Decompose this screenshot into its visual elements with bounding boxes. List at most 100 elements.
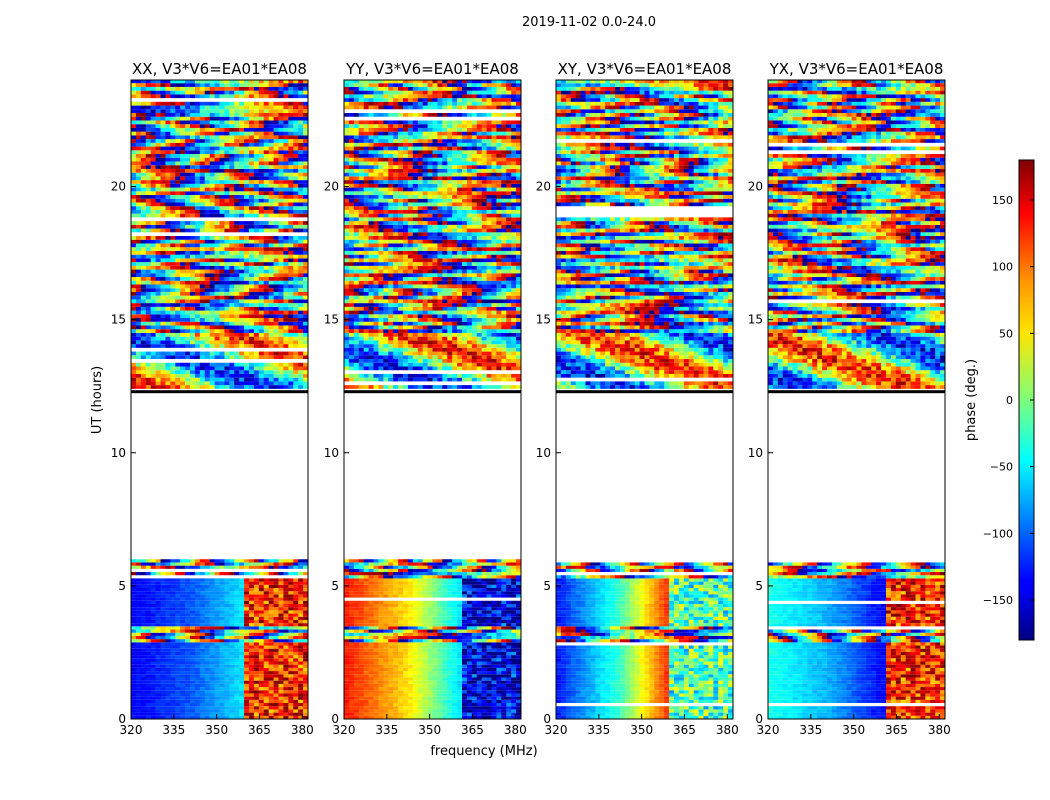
- heat-cell: [150, 559, 156, 563]
- heat-cell: [298, 703, 304, 707]
- heat-cell: [224, 562, 230, 566]
- heat-cell: [190, 113, 196, 117]
- heat-cell: [249, 572, 255, 576]
- heat-cell: [288, 651, 294, 656]
- heat-cell: [253, 674, 260, 678]
- heat-cell: [160, 677, 166, 681]
- heat-cell: [185, 176, 191, 181]
- heat-cell: [140, 262, 147, 266]
- heat-cell: [190, 306, 196, 311]
- heat-cell: [268, 135, 274, 140]
- heat-cell: [185, 83, 191, 87]
- heat-cell: [452, 351, 458, 356]
- heat-cell: [155, 340, 161, 345]
- heat-cell: [283, 706, 289, 710]
- heat-cell: [219, 131, 225, 136]
- heat-cell: [131, 277, 137, 281]
- heat-cell: [219, 699, 225, 704]
- heat-cell: [511, 355, 517, 360]
- heat-cell: [150, 616, 156, 620]
- heat-cell: [244, 198, 250, 203]
- heat-cell: [155, 366, 161, 371]
- heat-cell: [145, 683, 151, 688]
- heat-cell: [185, 146, 191, 151]
- heat-cell: [224, 559, 230, 563]
- heat-cell: [417, 362, 423, 367]
- heat-cell: [214, 709, 220, 713]
- heat-cell: [288, 603, 294, 608]
- heat-cell: [303, 373, 309, 378]
- heat-cell: [165, 124, 171, 128]
- heat-cell: [175, 607, 181, 611]
- heat-cell: [185, 321, 191, 326]
- heat-cell: [209, 224, 215, 229]
- heat-cell: [298, 591, 304, 595]
- heat-cell: [249, 135, 255, 140]
- heat-cell: [273, 715, 279, 719]
- heat-cell: [180, 124, 186, 128]
- heat-cell: [258, 116, 265, 121]
- heat-cell: [140, 603, 147, 608]
- heat-cell: [258, 572, 265, 576]
- heat-cell: [283, 340, 289, 345]
- heat-cell: [165, 607, 171, 611]
- heat-cell: [180, 86, 186, 91]
- heat-cell: [298, 273, 304, 278]
- heat-cell: [496, 340, 502, 345]
- heat-cell: [263, 616, 269, 620]
- heat-cell: [180, 146, 186, 151]
- heat-cell: [278, 291, 284, 296]
- heat-cell: [253, 336, 260, 341]
- heat-cell: [194, 629, 201, 633]
- heat-cell: [273, 680, 279, 684]
- heat-cell: [224, 258, 230, 263]
- heat-cell: [135, 619, 142, 624]
- heat-cell: [155, 310, 161, 315]
- heat-cell: [160, 578, 166, 582]
- heat-cell: [180, 562, 186, 566]
- heat-cell: [204, 120, 210, 125]
- heat-cell: [140, 139, 147, 143]
- heat-cell: [209, 632, 215, 636]
- heat-cell: [273, 314, 279, 319]
- heat-cell: [516, 377, 522, 382]
- heat-cell: [298, 202, 304, 207]
- heat-cell: [253, 236, 260, 240]
- x-tick-label: 365: [248, 723, 271, 737]
- heat-cell: [175, 381, 181, 386]
- heat-cell: [283, 715, 289, 719]
- heat-cell: [422, 336, 428, 341]
- heat-cell: [471, 344, 478, 348]
- heat-cell: [273, 578, 279, 582]
- heat-cell: [249, 280, 255, 285]
- heat-cell: [263, 607, 269, 611]
- heat-cell: [278, 314, 284, 319]
- heat-cell: [194, 213, 201, 218]
- heat-cell: [135, 83, 142, 87]
- heat-cell: [135, 632, 142, 636]
- heat-cell: [278, 565, 284, 569]
- heat-cell: [194, 683, 201, 688]
- heat-cell: [150, 706, 156, 710]
- heat-cell: [160, 213, 166, 218]
- heat-cell: [214, 329, 220, 333]
- heat-cell: [180, 247, 186, 251]
- heat-cell: [175, 209, 181, 214]
- heat-cell: [244, 288, 250, 292]
- heat-cell: [298, 581, 304, 585]
- heat-cell: [185, 578, 191, 582]
- heat-cell: [348, 347, 355, 352]
- heat-cell: [190, 291, 196, 296]
- heat-cell: [160, 658, 166, 662]
- heat-cell: [170, 351, 176, 356]
- heat-cell: [135, 191, 142, 196]
- heat-cell: [244, 619, 250, 624]
- heat-cell: [199, 377, 206, 382]
- heat-cell: [185, 706, 191, 710]
- heat-cell: [131, 581, 137, 585]
- heat-cell: [175, 236, 181, 240]
- heat-cell: [263, 131, 269, 136]
- heat-cell: [131, 161, 137, 166]
- heat-cell: [273, 613, 279, 617]
- heat-cell: [190, 265, 196, 270]
